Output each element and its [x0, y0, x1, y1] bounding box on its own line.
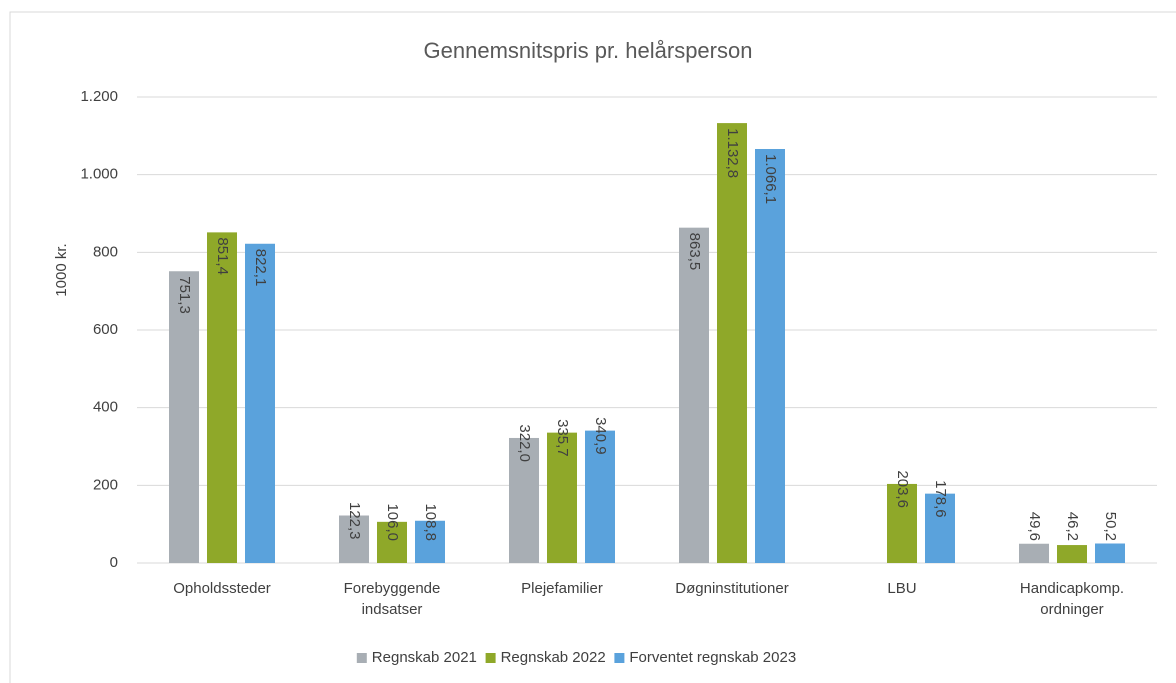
bar	[207, 232, 237, 564]
bar	[755, 148, 785, 563]
value-label: 1.066,1	[762, 154, 779, 204]
bar	[245, 243, 275, 563]
bar	[1095, 543, 1125, 563]
bar	[1057, 545, 1087, 563]
y-tick-label: 600	[93, 321, 118, 338]
bar	[339, 515, 369, 563]
bar	[717, 123, 747, 563]
legend-label: Regnskab 2021	[372, 649, 477, 666]
bar	[547, 432, 577, 563]
value-label: 108,8	[422, 503, 439, 541]
bar	[925, 493, 955, 563]
y-tick-label: 400	[93, 399, 118, 416]
value-label: 751,3	[176, 276, 193, 314]
value-label: 50,2	[1102, 512, 1119, 541]
bar	[887, 483, 917, 563]
bar	[377, 521, 407, 563]
bar	[1019, 543, 1049, 563]
value-label: 335,7	[554, 419, 571, 457]
frame	[9, 11, 1176, 683]
value-label: 46,2	[1064, 512, 1081, 541]
bar	[679, 227, 709, 563]
x-tick-label: Plejefamilier	[521, 580, 603, 597]
y-tick-label: 800	[93, 243, 118, 260]
value-label: 822,1	[252, 249, 269, 287]
x-tick-label: LBU	[887, 580, 917, 597]
value-label: 122,3	[346, 502, 363, 540]
value-label: 178,6	[932, 480, 949, 518]
legend-swatch	[485, 653, 496, 663]
chart-title: Gennemsnitspris pr. helårsperson	[424, 38, 753, 63]
value-label: 203,6	[894, 470, 911, 508]
y-tick-label: 0	[110, 554, 118, 571]
value-label: 1.132,8	[724, 128, 741, 178]
value-label: 106,0	[384, 503, 401, 541]
value-label: 340,9	[592, 417, 609, 455]
legend-label: Regnskab 2022	[501, 649, 606, 666]
y-tick-label: 1.200	[80, 88, 118, 105]
bar	[415, 520, 445, 563]
value-label: 49,6	[1026, 512, 1043, 541]
value-label: 851,4	[214, 237, 231, 275]
x-tick-label: Handicapkomp. ordninger	[1019, 580, 1125, 618]
bar	[169, 271, 199, 563]
x-tick-label: Opholdssteder	[173, 580, 271, 597]
y-axis-label: 1000 kr.	[53, 243, 70, 296]
value-label: 322,0	[516, 424, 533, 462]
legend-swatch	[356, 653, 367, 663]
legend-label: Forventet regnskab 2023	[629, 649, 796, 666]
x-tick-label: Døgninstitutioner	[675, 580, 789, 597]
legend-swatch	[614, 653, 625, 663]
y-tick-label: 1.000	[80, 166, 118, 183]
x-tick-label: Forebyggende indsatser	[343, 580, 441, 618]
y-tick-label: 200	[93, 476, 118, 493]
bar	[585, 430, 615, 563]
bar	[509, 437, 539, 563]
value-label: 863,5	[686, 233, 703, 271]
